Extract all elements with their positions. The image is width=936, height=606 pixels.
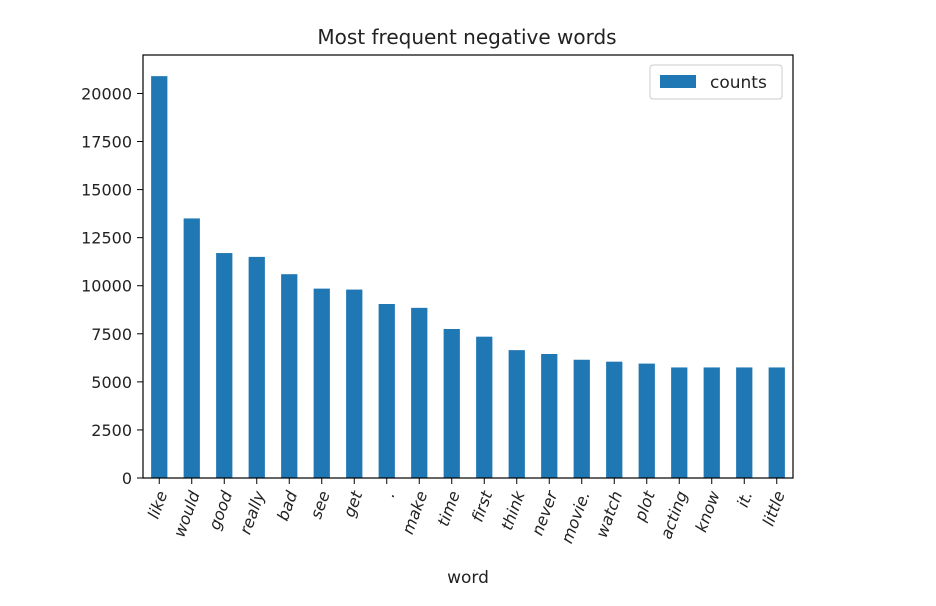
x-tick-label-like: like: [144, 488, 171, 521]
x-tick-label-never: never: [528, 487, 562, 538]
x-tick-label-plot: plot: [630, 488, 659, 525]
bar-bad: [281, 274, 298, 478]
x-tick-label-think: think: [497, 488, 529, 533]
bar-never: [541, 353, 558, 478]
legend-label-counts: counts: [710, 73, 767, 93]
x-tick-label-get: get: [339, 488, 366, 520]
bar-really: [248, 256, 265, 478]
bar-it: [736, 367, 753, 478]
bar-time: [443, 328, 460, 478]
bar-watch: [606, 361, 623, 478]
legend-box: [649, 64, 783, 100]
bar-dot: [378, 303, 395, 478]
y-tick-label: 17500: [81, 133, 132, 152]
chart-title: Most frequent negative words: [317, 25, 616, 49]
x-tick-label-really: really: [236, 488, 269, 537]
plot-frame: [142, 54, 794, 479]
bar-see: [313, 288, 330, 478]
bar-first: [476, 336, 493, 478]
y-tick-label: 7500: [91, 325, 132, 344]
x-tick-label-watch: watch: [592, 488, 626, 540]
bar-get: [346, 289, 363, 478]
bars: [151, 76, 785, 479]
y-tick-label: 12500: [81, 229, 132, 248]
y-tick-label: 15000: [81, 181, 132, 200]
x-tick-label-see: see: [306, 488, 333, 521]
bar-good: [216, 253, 233, 478]
bar-make: [411, 307, 428, 478]
legend: counts: [649, 64, 783, 100]
y-tick-label: 20000: [81, 84, 132, 103]
x-tick-label-make: make: [398, 488, 431, 536]
y-tick-label: 0: [122, 469, 132, 488]
y-tick-label: 2500: [91, 421, 132, 440]
bar-think: [508, 350, 525, 478]
x-tick-label-bad: bad: [273, 488, 301, 524]
x-tick-label-would: would: [170, 488, 204, 540]
legend-swatch: [660, 75, 696, 88]
x-tick-label-acting: acting: [656, 488, 691, 541]
bar-know: [703, 367, 720, 478]
x-tick-label-little: little: [759, 488, 789, 528]
bar-like: [151, 76, 168, 479]
y-tick-label: 5000: [91, 373, 132, 392]
y-tick-label: 10000: [81, 277, 132, 296]
x-tick-label-it: it.: [733, 488, 756, 509]
y-axis: 0 2500 5000 7500 10000 12500 15000 17500 20000: [81, 84, 143, 488]
bar-little: [768, 367, 785, 478]
bar-acting: [671, 367, 688, 478]
x-axis-title: word: [447, 568, 489, 588]
x-tick-label-movie: movie.: [557, 488, 593, 545]
x-tick-label-first: first: [468, 488, 497, 525]
bar-would: [183, 218, 200, 478]
bar-plot: [638, 363, 655, 478]
bar-movie: [573, 359, 590, 478]
x-tick-label-time: time: [434, 488, 464, 529]
x-tick-label-good: good: [205, 488, 237, 533]
x-tick-label-dot: .: [379, 488, 399, 499]
x-tick-label-know: know: [691, 488, 724, 535]
